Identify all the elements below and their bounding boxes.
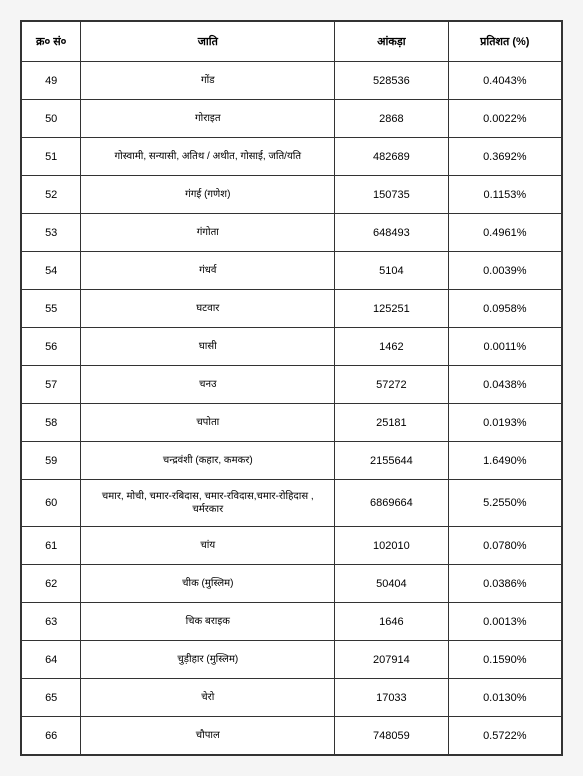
cell-caste: चन्द्रवंशी (कहार, कमकर) [81,442,335,480]
header-caste: जाति [81,22,335,62]
cell-serial: 59 [22,442,81,480]
table-body: 49गोंड5285360.4043%50गोराइत28680.0022%51… [22,62,562,755]
cell-percent: 0.0013% [448,603,561,641]
cell-serial: 61 [22,527,81,565]
cell-percent: 0.3692% [448,138,561,176]
cell-serial: 57 [22,366,81,404]
cell-serial: 65 [22,679,81,717]
table-row: 50गोराइत28680.0022% [22,100,562,138]
cell-serial: 50 [22,100,81,138]
cell-caste: गंगोता [81,214,335,252]
table-row: 54गंधर्व51040.0039% [22,252,562,290]
cell-caste: चिक बराइक [81,603,335,641]
table-row: 49गोंड5285360.4043% [22,62,562,100]
cell-count: 648493 [335,214,448,252]
cell-serial: 58 [22,404,81,442]
table-row: 53गंगोता6484930.4961% [22,214,562,252]
cell-percent: 0.1153% [448,176,561,214]
table-row: 60चमार, मोची, चमार-रबिदास, चमार-रविदास,च… [22,480,562,527]
cell-count: 17033 [335,679,448,717]
cell-count: 207914 [335,641,448,679]
cell-count: 482689 [335,138,448,176]
cell-percent: 0.0780% [448,527,561,565]
cell-percent: 0.0438% [448,366,561,404]
table-row: 58चपोता251810.0193% [22,404,562,442]
cell-percent: 0.0130% [448,679,561,717]
cell-serial: 51 [22,138,81,176]
table-row: 52गंगई (गणेश)1507350.1153% [22,176,562,214]
cell-count: 57272 [335,366,448,404]
cell-percent: 0.0958% [448,290,561,328]
cell-count: 50404 [335,565,448,603]
table-row: 61चांय1020100.0780% [22,527,562,565]
cell-caste: घासी [81,328,335,366]
caste-data-table-container: क्र० सं० जाति आंकड़ा प्रतिशत (%) 49गोंड5… [20,20,563,756]
cell-count: 25181 [335,404,448,442]
cell-serial: 49 [22,62,81,100]
cell-count: 6869664 [335,480,448,527]
table-row: 55घटवार1252510.0958% [22,290,562,328]
table-row: 59चन्द्रवंशी (कहार, कमकर)21556441.6490% [22,442,562,480]
header-count: आंकड़ा [335,22,448,62]
cell-serial: 56 [22,328,81,366]
cell-caste: गोंड [81,62,335,100]
table-header: क्र० सं० जाति आंकड़ा प्रतिशत (%) [22,22,562,62]
cell-percent: 0.0193% [448,404,561,442]
cell-count: 1646 [335,603,448,641]
cell-serial: 55 [22,290,81,328]
cell-serial: 54 [22,252,81,290]
cell-serial: 60 [22,480,81,527]
cell-percent: 0.0386% [448,565,561,603]
table-row: 65चेरो170330.0130% [22,679,562,717]
cell-count: 2155644 [335,442,448,480]
cell-percent: 0.0039% [448,252,561,290]
table-row: 51गोस्वामी, सन्यासी, अतिथ / अथीत, गोसाई,… [22,138,562,176]
cell-count: 125251 [335,290,448,328]
cell-serial: 63 [22,603,81,641]
cell-caste: चनउ [81,366,335,404]
caste-data-table: क्र० सं० जाति आंकड़ा प्रतिशत (%) 49गोंड5… [21,21,562,755]
cell-count: 2868 [335,100,448,138]
cell-count: 528536 [335,62,448,100]
cell-caste: चीक (मुस्लिम) [81,565,335,603]
table-row: 56घासी14620.0011% [22,328,562,366]
cell-serial: 52 [22,176,81,214]
cell-percent: 0.0011% [448,328,561,366]
cell-caste: गंधर्व [81,252,335,290]
cell-count: 150735 [335,176,448,214]
cell-caste: गोस्वामी, सन्यासी, अतिथ / अथीत, गोसाई, ज… [81,138,335,176]
cell-percent: 5.2550% [448,480,561,527]
cell-caste: चेरो [81,679,335,717]
cell-count: 1462 [335,328,448,366]
cell-caste: चांय [81,527,335,565]
table-row: 64चुड़ीहार (मुस्लिम)2079140.1590% [22,641,562,679]
cell-count: 102010 [335,527,448,565]
cell-percent: 0.1590% [448,641,561,679]
cell-serial: 64 [22,641,81,679]
header-row: क्र० सं० जाति आंकड़ा प्रतिशत (%) [22,22,562,62]
cell-percent: 0.4961% [448,214,561,252]
cell-percent: 0.0022% [448,100,561,138]
header-percent: प्रतिशत (%) [448,22,561,62]
cell-caste: चुड़ीहार (मुस्लिम) [81,641,335,679]
cell-count: 5104 [335,252,448,290]
table-row: 57चनउ572720.0438% [22,366,562,404]
table-row: 63चिक बराइक16460.0013% [22,603,562,641]
cell-caste: चमार, मोची, चमार-रबिदास, चमार-रविदास,चमा… [81,480,335,527]
cell-caste: गोराइत [81,100,335,138]
cell-caste: चपोता [81,404,335,442]
cell-percent: 1.6490% [448,442,561,480]
cell-caste: गंगई (गणेश) [81,176,335,214]
cell-serial: 62 [22,565,81,603]
cell-serial: 53 [22,214,81,252]
cell-caste: घटवार [81,290,335,328]
table-row: 62चीक (मुस्लिम)504040.0386% [22,565,562,603]
header-serial: क्र० सं० [22,22,81,62]
cell-percent: 0.4043% [448,62,561,100]
